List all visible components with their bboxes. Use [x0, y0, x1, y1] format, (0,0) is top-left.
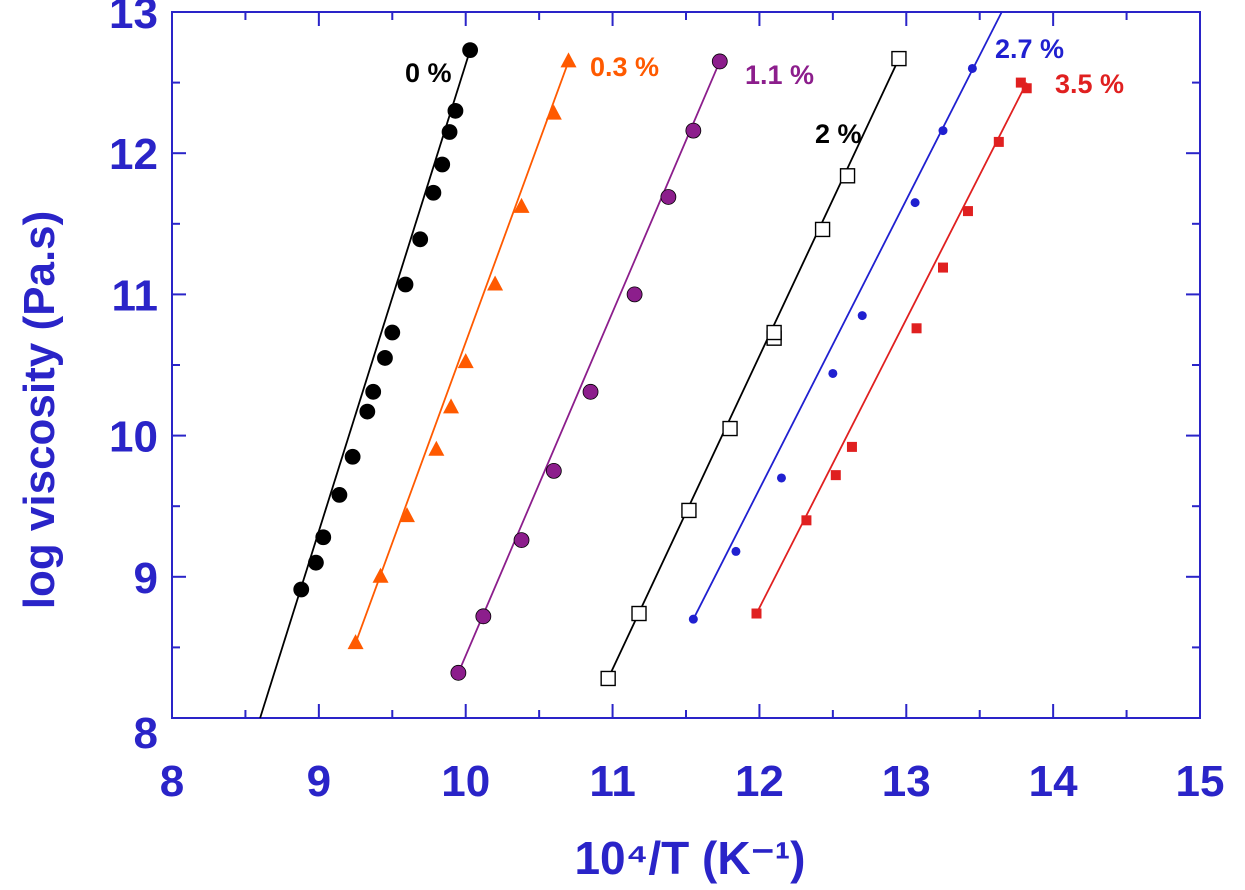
data-point: [600, 670, 616, 687]
x-tick-label: 8: [160, 757, 184, 806]
data-point: [891, 50, 907, 67]
data-point: [731, 546, 741, 556]
data-point: [425, 184, 442, 201]
data-point: [384, 324, 401, 341]
y-tick-label: 8: [134, 709, 158, 758]
data-point: [911, 323, 922, 334]
x-tick-label: 11: [589, 757, 636, 806]
series-label: 0.3 %: [590, 52, 659, 82]
x-tick-label: 14: [1029, 757, 1078, 806]
y-tick-label: 10: [109, 413, 158, 462]
data-point: [938, 126, 948, 136]
data-point: [434, 156, 451, 173]
data-point: [365, 383, 382, 400]
data-point: [331, 487, 348, 503]
data-point: [846, 441, 857, 452]
data-point: [626, 286, 643, 303]
y-tick-label: 9: [134, 554, 158, 603]
data-point: [751, 608, 762, 619]
y-axis-title: log viscosity (Pa.s): [15, 211, 64, 610]
data-point: [967, 63, 977, 73]
data-point: [857, 311, 867, 321]
x-axis-title: 10⁴/T (K⁻¹): [574, 832, 805, 884]
data-point: [475, 608, 492, 625]
data-point: [308, 554, 324, 571]
data-point: [560, 52, 577, 68]
data-point: [457, 353, 474, 369]
data-point: [938, 262, 948, 273]
series: [259, 42, 479, 719]
data-point: [688, 614, 698, 624]
data-point: [681, 502, 697, 519]
data-point: [450, 664, 467, 681]
data-point: [839, 168, 856, 184]
x-tick-label: 13: [882, 757, 931, 806]
data-point: [776, 473, 786, 483]
data-point: [428, 440, 445, 456]
series-line: [692, 11, 1003, 620]
data-point: [962, 206, 973, 217]
data-point: [293, 581, 310, 598]
data-point: [660, 189, 677, 205]
series: [347, 52, 577, 650]
data-point: [801, 515, 812, 526]
series-label: 2.7 %: [995, 34, 1064, 64]
data-point: [1021, 83, 1032, 94]
data-point: [412, 231, 429, 248]
data-point: [828, 368, 838, 378]
y-tick-label: 13: [109, 0, 158, 38]
series-line: [607, 58, 900, 679]
data-point: [545, 462, 562, 479]
series-label: 0 %: [405, 58, 452, 88]
data-point: [814, 221, 831, 238]
data-point: [1015, 77, 1026, 88]
series-line: [457, 61, 721, 674]
data-point: [631, 605, 647, 622]
y-tick-label: 12: [109, 130, 158, 179]
data-point: [315, 529, 332, 546]
y-tick-label: 11: [111, 271, 158, 320]
data-point: [377, 350, 393, 366]
plot-frame: [171, 11, 1201, 719]
series-label: 3.5 %: [1055, 69, 1124, 99]
data-point: [993, 136, 1004, 147]
data-point: [513, 532, 530, 548]
series-line: [354, 61, 570, 644]
data-point: [685, 122, 702, 139]
series: [450, 53, 728, 681]
series-label: 1.1 %: [745, 60, 814, 90]
series-label: 2 %: [815, 119, 862, 149]
data-point: [582, 383, 599, 400]
series: [600, 50, 907, 687]
series: [688, 11, 1003, 624]
data-point: [347, 634, 364, 650]
data-point: [545, 104, 562, 120]
data-point: [722, 420, 738, 437]
data-point: [487, 275, 504, 291]
data-point: [711, 53, 728, 70]
data-point: [513, 197, 530, 213]
data-point: [398, 507, 415, 523]
data-point: [447, 102, 464, 119]
data-point: [766, 324, 782, 341]
data-point: [359, 403, 376, 420]
series-line: [755, 82, 1028, 614]
data-point: [372, 567, 389, 583]
x-tick-label: 15: [1176, 757, 1225, 806]
x-tick-label: 12: [735, 757, 784, 806]
data-point: [441, 124, 458, 140]
data-point: [910, 198, 920, 208]
x-tick-label: 10: [441, 757, 490, 806]
data-point: [830, 470, 841, 481]
series: [751, 77, 1032, 619]
data-point: [344, 448, 361, 465]
x-tick-label: 9: [307, 757, 331, 806]
data-point: [397, 276, 414, 293]
data-point: [462, 42, 479, 59]
data-point: [443, 398, 460, 414]
